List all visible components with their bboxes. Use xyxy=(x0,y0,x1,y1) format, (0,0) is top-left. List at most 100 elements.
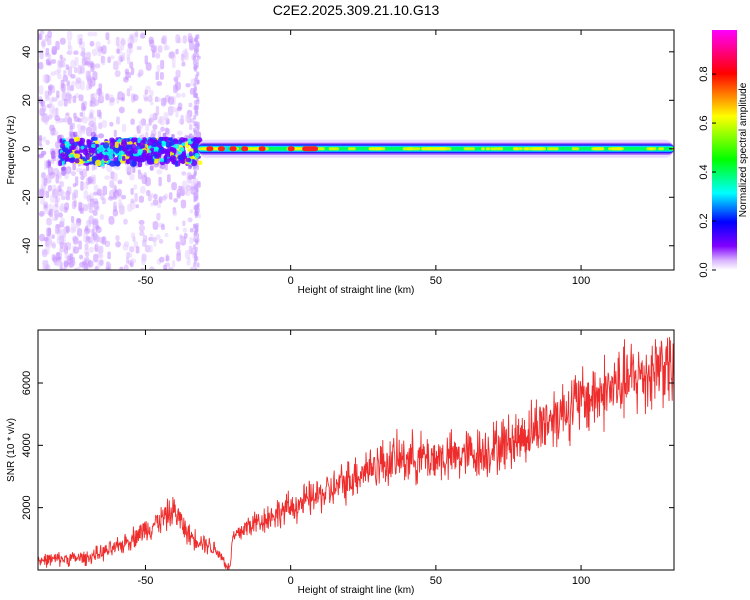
heatmap-cell xyxy=(421,147,432,151)
heatmap-cell xyxy=(135,246,140,254)
heatmap-cell xyxy=(153,158,159,164)
heatmap-cell xyxy=(101,45,107,55)
heatmap-cell xyxy=(91,116,97,125)
heatmap-cell xyxy=(162,195,167,201)
heatmap-cell xyxy=(76,218,82,224)
heatmap-cell xyxy=(82,157,88,162)
heatmap-cell xyxy=(164,163,168,171)
heatmap-cell xyxy=(80,181,84,191)
heatmap-cell xyxy=(164,45,170,51)
heatmap-cell xyxy=(147,138,154,146)
heatmap-cell xyxy=(122,145,126,152)
heatmap-cell xyxy=(79,129,86,135)
heatmap-cell xyxy=(347,147,356,151)
y-tick-label: 40 xyxy=(21,46,33,58)
heatmap-cell xyxy=(119,266,124,270)
colorbar-label: Normalized spectral amplitude xyxy=(738,82,749,217)
heatmap-cell xyxy=(187,178,192,184)
heatmap-cell xyxy=(105,261,112,268)
spectrogram-heatmap xyxy=(38,30,674,270)
heatmap-cell xyxy=(48,61,52,66)
heatmap-cell xyxy=(128,155,134,160)
heatmap-cell xyxy=(170,51,175,59)
heatmap-cell xyxy=(90,136,98,141)
spectrogram-x-axis-label: Height of straight line (km) xyxy=(298,285,415,296)
heatmap-cell xyxy=(158,176,162,187)
heatmap-cell xyxy=(127,42,133,49)
heatmap-cell xyxy=(94,140,99,145)
heatmap-cell xyxy=(87,121,93,127)
heatmap-cell xyxy=(160,224,165,231)
heatmap-cell xyxy=(103,154,109,162)
heatmap-cell xyxy=(136,157,141,162)
heatmap-cell xyxy=(91,143,97,148)
heatmap-cell xyxy=(79,112,83,117)
heatmap-cell xyxy=(196,181,200,187)
heatmap-cell xyxy=(128,253,133,258)
heatmap-cell xyxy=(80,145,85,150)
heatmap-cell xyxy=(164,262,171,268)
heatmap-cell xyxy=(188,102,193,108)
heatmap-cell xyxy=(147,95,153,103)
y-tick-label: 20 xyxy=(21,94,33,106)
heatmap-cell xyxy=(179,147,185,152)
heatmap-cell xyxy=(65,166,72,175)
heatmap-cell xyxy=(79,207,84,214)
heatmap-cell xyxy=(59,37,66,45)
spectrogram-y-axis-label: Frequency (Hz) xyxy=(6,116,17,185)
heatmap-cell xyxy=(145,85,151,93)
heatmap-cell xyxy=(136,45,142,51)
heatmap-cell xyxy=(144,55,148,65)
heatmap-cell xyxy=(153,242,157,247)
heatmap-cell xyxy=(175,81,181,91)
heatmap-cell xyxy=(50,194,56,203)
heatmap-cell xyxy=(38,139,42,147)
heatmap-cell xyxy=(56,237,61,244)
heatmap-cell xyxy=(109,55,115,60)
heatmap-cell xyxy=(163,267,168,270)
heatmap-cell xyxy=(164,232,169,238)
heatmap-cell xyxy=(181,180,188,190)
heatmap-cell xyxy=(287,146,295,152)
colorbar-tick-label: 0.6 xyxy=(698,115,710,130)
heatmap-cell xyxy=(175,92,181,98)
heatmap-cell xyxy=(48,86,52,96)
heatmap-cell xyxy=(95,144,100,148)
heatmap-cell xyxy=(155,105,160,116)
heatmap-cell xyxy=(95,243,99,249)
heatmap-cell xyxy=(84,251,90,258)
heatmap-cell xyxy=(328,147,340,151)
heatmap-cell xyxy=(118,150,125,157)
heatmap-cell xyxy=(98,253,104,260)
heatmap-cell xyxy=(88,148,92,153)
heatmap-cell xyxy=(150,158,155,163)
heatmap-cell xyxy=(87,116,91,121)
heatmap-cell xyxy=(194,206,198,212)
heatmap-cell xyxy=(124,68,130,75)
heatmap-cell xyxy=(150,147,155,152)
heatmap-cell xyxy=(148,149,152,154)
heatmap-cell xyxy=(194,250,198,256)
heatmap-cell xyxy=(182,227,187,233)
heatmap-cell xyxy=(68,154,75,158)
snr-frame xyxy=(37,329,675,571)
heatmap-cell xyxy=(168,96,174,105)
heatmap-cell xyxy=(97,109,102,118)
heatmap-cell xyxy=(86,194,92,202)
heatmap-cell xyxy=(162,97,167,105)
heatmap-cell xyxy=(196,99,200,105)
heatmap-cell xyxy=(73,131,78,138)
x-tick-label: -50 xyxy=(137,575,153,587)
heatmap-cell xyxy=(55,40,60,51)
colorbar-tick-label: 0.0 xyxy=(698,262,710,277)
heatmap-cell xyxy=(67,116,72,126)
figure-title: C2E2.2025.309.21.10.G13 xyxy=(273,2,440,18)
heatmap-cell xyxy=(60,79,65,88)
heatmap-cell xyxy=(109,160,116,167)
heatmap-cell xyxy=(157,45,163,53)
heatmap-cell xyxy=(107,39,111,45)
heatmap-cell xyxy=(64,202,70,211)
y-tick-label: 2000 xyxy=(21,495,33,519)
heatmap-cell xyxy=(161,141,165,147)
heatmap-cell xyxy=(39,188,45,199)
